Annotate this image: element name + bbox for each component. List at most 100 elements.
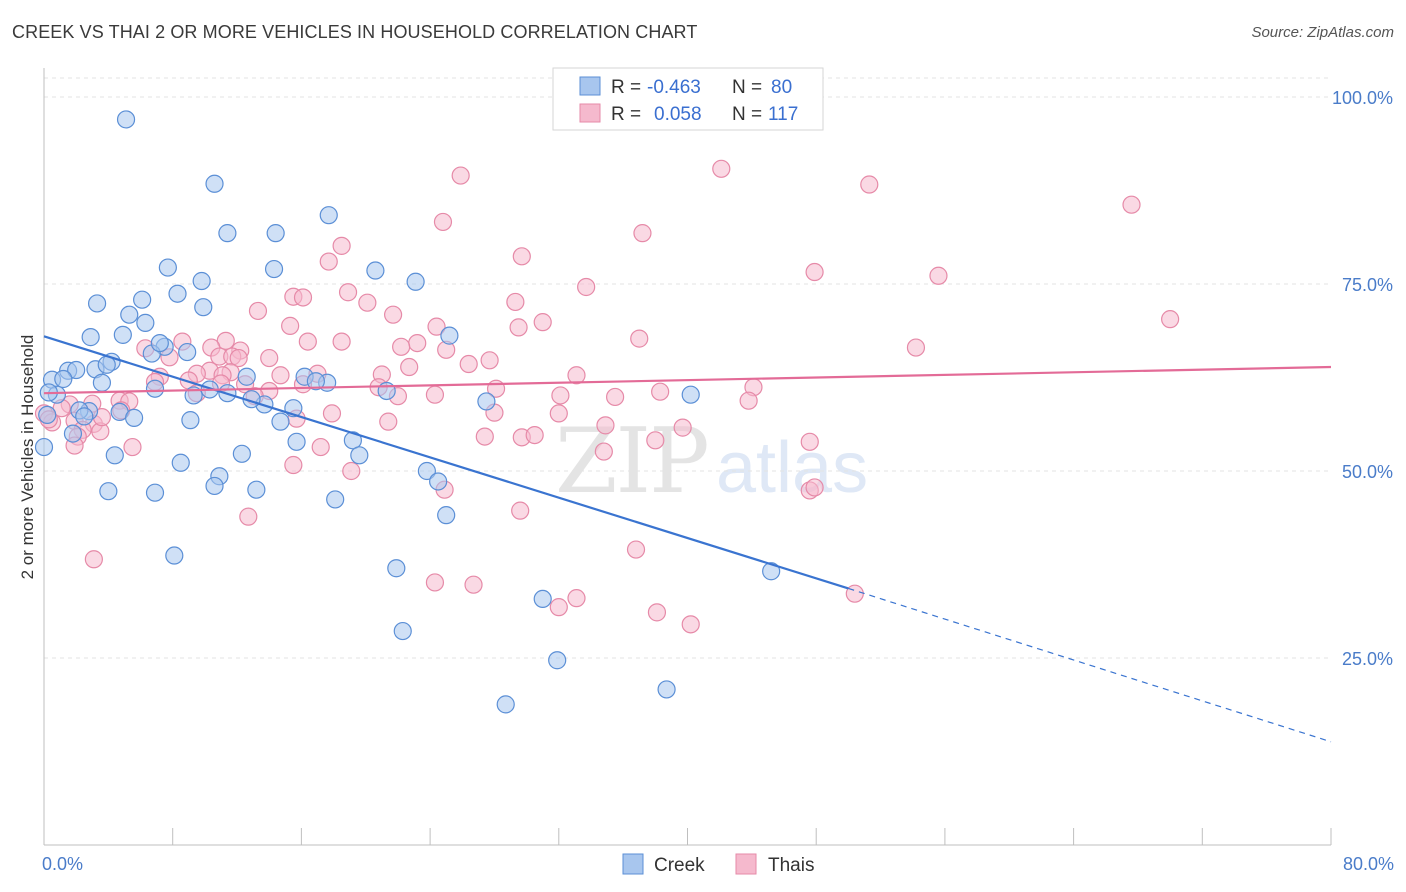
thai-point <box>800 432 819 451</box>
creek-point <box>350 446 369 465</box>
creek-point <box>406 272 425 291</box>
creek-series-swatch <box>622 853 644 875</box>
creek-point <box>762 562 781 581</box>
thai-point <box>805 478 824 497</box>
thai-point <box>606 387 625 407</box>
creek-point <box>81 328 100 347</box>
thai-point <box>425 385 445 404</box>
creek-point <box>194 298 213 317</box>
thai-point <box>392 337 411 356</box>
thai-point <box>84 550 103 569</box>
thai-point <box>298 332 317 351</box>
creek-n-label: N = <box>732 77 762 98</box>
y-tick-labels: 25.0% 50.0% 75.0% 100.0% <box>1332 88 1393 669</box>
thai-point <box>383 305 403 324</box>
thai-point <box>248 301 268 321</box>
creek-point <box>287 432 306 451</box>
thai-point <box>322 404 342 423</box>
thai-n-label: N = <box>732 104 762 125</box>
thai-point <box>284 455 303 475</box>
creek-point <box>145 379 165 398</box>
x-tick-label-min: 0.0% <box>42 854 83 874</box>
creek-point <box>168 284 187 303</box>
thai-point <box>400 357 419 377</box>
creek-point <box>306 372 325 391</box>
thai-r-label: R = <box>611 104 641 125</box>
creek-series-label: Creek <box>654 855 705 876</box>
creek-point <box>116 110 136 129</box>
thai-point <box>633 224 652 243</box>
creek-point <box>192 271 211 291</box>
thai-point <box>506 292 525 312</box>
creek-point <box>247 480 266 499</box>
thai-point <box>332 332 351 351</box>
thai-n-value: 117 <box>768 104 798 125</box>
thai-point <box>379 412 398 431</box>
creek-point <box>205 476 224 496</box>
thai-point <box>509 318 528 337</box>
thai-point <box>533 313 552 332</box>
thai-point <box>1122 195 1141 214</box>
thai-point <box>651 382 670 401</box>
thai-point <box>311 437 330 457</box>
creek-point <box>437 506 456 525</box>
thai-point <box>342 461 361 481</box>
thai-point <box>281 316 300 335</box>
thai-point <box>464 575 483 594</box>
creek-point <box>496 695 515 714</box>
creek-point <box>181 411 200 430</box>
creek-trend-extension <box>848 587 1332 743</box>
thai-point <box>626 540 646 559</box>
creek-legend-swatch <box>579 76 601 96</box>
creek-r-value: -0.463 <box>647 77 701 98</box>
thai-point <box>525 425 544 445</box>
thai-point <box>293 288 313 307</box>
thai-trend-line <box>43 365 1332 395</box>
thai-point <box>332 236 351 255</box>
thai-point <box>433 212 453 232</box>
thai-point <box>319 252 338 271</box>
creek-point <box>38 405 57 424</box>
creek-point <box>387 559 406 578</box>
thai-point <box>673 418 692 437</box>
creek-point <box>92 373 112 392</box>
thai-point <box>805 262 824 282</box>
creek-point <box>165 546 184 565</box>
thai-point <box>425 573 445 592</box>
thai-point <box>906 338 926 357</box>
thai-point <box>551 386 570 405</box>
creek-point <box>99 482 118 501</box>
creek-point <box>113 325 132 344</box>
stats-legend: R = -0.463 N = 80 R = 0.058 N = 117 <box>552 67 824 131</box>
creek-point <box>237 367 256 386</box>
creek-point <box>440 326 459 345</box>
chart-source: Source: ZipAtlas.com <box>1251 24 1394 41</box>
y-tick-label: 25.0% <box>1342 649 1393 669</box>
creek-point <box>145 483 165 502</box>
thai-point <box>123 437 142 457</box>
thai-point <box>475 427 494 446</box>
thai-series-swatch <box>735 853 757 875</box>
thai-point <box>929 266 948 285</box>
creek-point <box>393 621 412 641</box>
thai-point <box>739 391 758 410</box>
creek-point <box>120 305 139 324</box>
thai-series-label: Thais <box>768 855 814 876</box>
thai-point <box>229 348 248 368</box>
creek-point <box>150 333 169 353</box>
thai-point <box>512 247 531 266</box>
thai-point <box>647 603 667 622</box>
thai-point <box>459 354 478 374</box>
creek-points <box>34 110 781 714</box>
thai-point <box>480 351 499 370</box>
thai-point <box>511 501 530 520</box>
creek-point <box>87 294 107 313</box>
creek-point <box>67 360 86 380</box>
thai-point <box>549 598 568 617</box>
creek-point <box>232 444 251 463</box>
thai-point <box>1161 310 1180 329</box>
creek-point <box>124 408 144 427</box>
thai-point <box>451 166 470 185</box>
creek-point <box>133 290 152 309</box>
creek-point <box>63 424 83 443</box>
